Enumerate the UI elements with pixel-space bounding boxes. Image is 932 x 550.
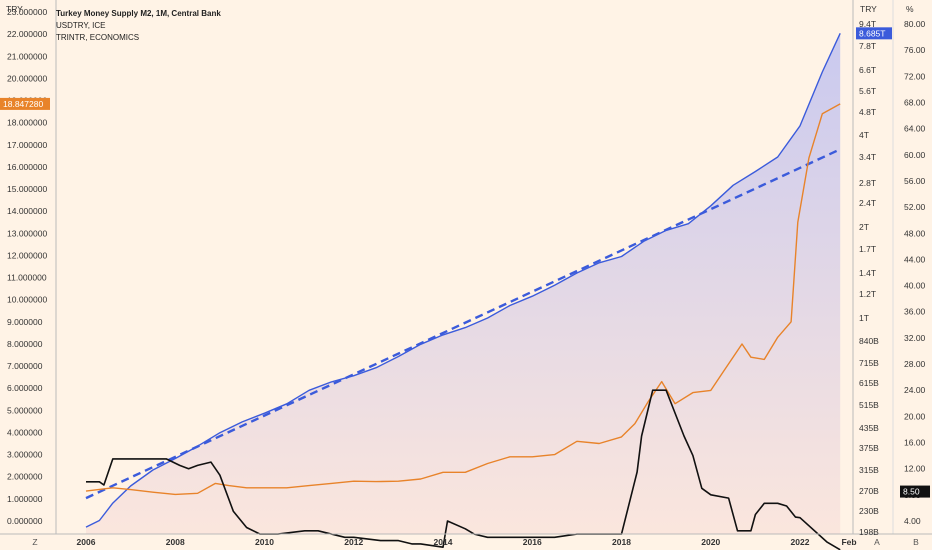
usdtry-last-badge: 18.847280 <box>3 99 43 109</box>
mid-tick-label: 315B <box>859 465 879 475</box>
mid-axis-unit: TRY <box>860 4 877 14</box>
x-tick-label: 2012 <box>344 537 363 547</box>
left-tick-label: 3.000000 <box>7 450 43 460</box>
legend-trintr: TRINTR, ECONOMICS <box>56 33 140 42</box>
right-tick-label: 60.00 <box>904 150 926 160</box>
left-tick-label: 2.000000 <box>7 472 43 482</box>
mid-tick-label: 435B <box>859 423 879 433</box>
x-tick-label: 2010 <box>255 537 274 547</box>
usdtry-last-badge-bg <box>0 97 50 110</box>
left-tick-label: 14.000000 <box>7 206 47 216</box>
m2-trend-line <box>85 148 841 500</box>
rate-line <box>86 389 841 550</box>
left-tick-label: 4.000000 <box>7 428 43 438</box>
mid-tick-label: 615B <box>859 378 879 388</box>
left-tick-label: 22.000000 <box>7 29 47 39</box>
mid-tick-label: 5.6T <box>859 86 876 96</box>
left-tick-label: 16.000000 <box>7 162 47 172</box>
mid-tick-label: 230B <box>859 506 879 516</box>
left-tick-label: 11.000000 <box>7 273 47 283</box>
mid-tick-label: 4T <box>859 130 869 140</box>
mid-tick-label: 2T <box>859 222 869 232</box>
right-tick-label: 40.00 <box>904 281 926 291</box>
mid-tick-label: 1T <box>859 313 869 323</box>
right-tick-label: 20.00 <box>904 411 926 421</box>
right-tick-label: 24.00 <box>904 385 926 395</box>
bottom-label-z[interactable]: Z <box>32 537 37 547</box>
mid-tick-label: 1.4T <box>859 268 876 278</box>
mid-tick-label: 715B <box>859 358 879 368</box>
bottom-label-a[interactable]: A <box>874 537 880 547</box>
right-axis-unit: % <box>906 4 914 14</box>
mid-tick-label: 4.8T <box>859 107 876 117</box>
right-tick-label: 48.00 <box>904 228 926 238</box>
chart-legend: Turkey Money Supply M2, 1M, Central Bank… <box>56 8 221 44</box>
mid-tick-label: 270B <box>859 486 879 496</box>
mid-tick-label: 515B <box>859 400 879 410</box>
x-tick-label: 2018 <box>612 537 631 547</box>
x-tick-label: 2016 <box>523 537 542 547</box>
left-tick-label: 23.000000 <box>7 7 47 17</box>
left-tick-label: 0.000000 <box>7 516 43 526</box>
left-tick-label: 21.000000 <box>7 51 47 61</box>
right-tick-label: 28.00 <box>904 359 926 369</box>
x-tick-label: Feb <box>841 537 856 547</box>
left-tick-label: 20.000000 <box>7 73 47 83</box>
left-tick-label: 12.000000 <box>7 250 47 260</box>
left-tick-label: 13.000000 <box>7 228 47 238</box>
right-tick-label: 16.00 <box>904 438 926 448</box>
mid-tick-label: 7.8T <box>859 41 876 51</box>
right-tick-label: 44.00 <box>904 254 926 264</box>
m2-area-fill <box>86 33 841 535</box>
bottom-label-b[interactable]: B <box>913 537 919 547</box>
mid-tick-label: 2.4T <box>859 198 876 208</box>
mid-tick-label: 6.6T <box>859 65 876 75</box>
legend-usdtry: USDTRY, ICE <box>56 21 106 30</box>
left-tick-label: 10.000000 <box>7 295 47 305</box>
left-tick-label: 8.000000 <box>7 339 43 349</box>
right-tick-label: 64.00 <box>904 124 926 134</box>
m2-last-badge-bg <box>856 27 892 40</box>
left-tick-label: 17.000000 <box>7 140 47 150</box>
mid-tick-label: 1.7T <box>859 244 876 254</box>
rate-last-badge: 8.50 <box>903 487 920 497</box>
x-tick-label: 2014 <box>434 537 453 547</box>
mid-tick-label: 840B <box>859 336 879 346</box>
right-tick-label: 68.00 <box>904 98 926 108</box>
left-tick-label: 5.000000 <box>7 405 43 415</box>
right-tick-label: 4.00 <box>904 516 921 526</box>
left-tick-label: 7.000000 <box>7 361 43 371</box>
right-tick-label: 32.00 <box>904 333 926 343</box>
right-tick-label: 72.00 <box>904 71 926 81</box>
usdtry-line <box>85 103 841 496</box>
m2-last-badge: 8.685T <box>859 28 885 38</box>
left-axis-unit: TRY <box>6 4 23 14</box>
mid-tick-label: 9.4T <box>859 19 876 29</box>
mid-tick-label: 198B <box>859 527 879 537</box>
mid-tick-label: 3.4T <box>859 152 876 162</box>
x-tick-label: 2006 <box>77 537 96 547</box>
legend-m2: Turkey Money Supply M2, 1M, Central Bank <box>56 9 221 18</box>
left-tick-label: 9.000000 <box>7 317 43 327</box>
right-tick-label: 36.00 <box>904 307 926 317</box>
x-tick-label: 2020 <box>701 537 720 547</box>
left-tick-label: 6.000000 <box>7 383 43 393</box>
mid-tick-label: 2.8T <box>859 178 876 188</box>
right-tick-label: 12.00 <box>904 464 926 474</box>
left-tick-label: 15.000000 <box>7 184 47 194</box>
right-tick-label: 56.00 <box>904 176 926 186</box>
right-tick-label: 76.00 <box>904 45 926 55</box>
left-tick-label: 1.000000 <box>7 494 43 504</box>
x-tick-label: 2022 <box>791 537 810 547</box>
left-tick-label: 18.000000 <box>7 118 47 128</box>
mid-tick-label: 375B <box>859 443 879 453</box>
rate-last-badge-bg <box>900 485 930 498</box>
x-tick-label: 2008 <box>166 537 185 547</box>
mid-tick-label: 1.2T <box>859 289 876 299</box>
right-tick-label: 80.00 <box>904 19 926 29</box>
right-tick-label: 52.00 <box>904 202 926 212</box>
